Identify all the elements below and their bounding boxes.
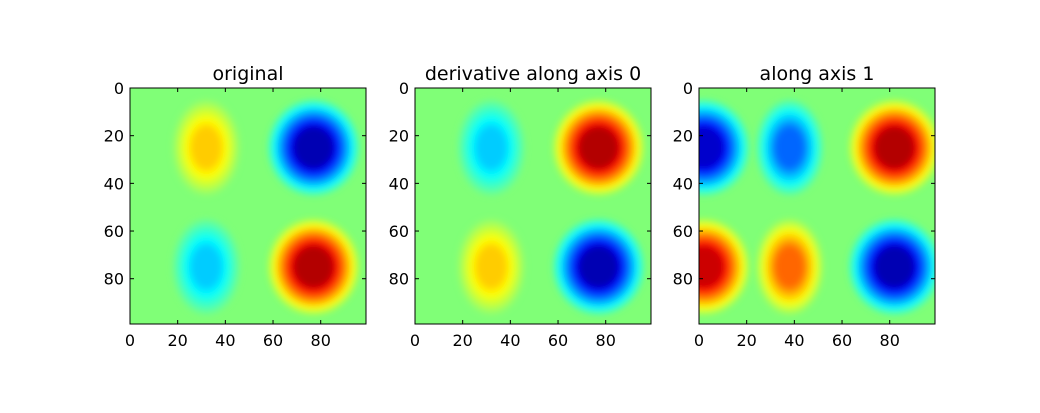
heatmap-peak — [172, 99, 240, 196]
heatmap-contour — [578, 126, 619, 169]
heatmap-peak — [849, 219, 935, 315]
y-tick-label: 80 — [673, 270, 693, 289]
x-tick-label: 80 — [311, 331, 331, 350]
heatmap-contour — [476, 245, 507, 288]
heatmap-peak — [553, 219, 644, 315]
heatmap-contour — [874, 245, 915, 288]
heatmap-peak — [553, 99, 644, 196]
axes-frame — [414, 87, 652, 325]
x-tick-label: 60 — [832, 331, 852, 350]
heatmap-peak — [756, 99, 823, 196]
axes-frame — [129, 87, 367, 325]
chart-title: along axis 1 — [760, 63, 875, 85]
heatmap-contour — [191, 126, 222, 169]
heatmap-peak — [268, 99, 359, 196]
y-tick-label: 80 — [104, 270, 124, 289]
tick-marks: 0 20 40 60 80 0 20 40 60 80 — [389, 79, 651, 350]
tick-marks: 0 20 40 60 80 0 20 40 60 80 — [104, 79, 366, 350]
tick-marks: 0 20 40 60 80 0 20 40 60 80 — [673, 79, 935, 350]
heatmap-contour — [293, 126, 334, 169]
y-tick-label: 60 — [104, 222, 124, 241]
heatmap-contour — [874, 126, 915, 169]
x-tick-label: 40 — [500, 331, 520, 350]
y-tick-label: 60 — [389, 222, 409, 241]
x-tick-label: 80 — [880, 331, 900, 350]
heatmap-contour — [191, 245, 222, 288]
x-tick-label: 80 — [596, 331, 616, 350]
y-tick-label: 40 — [673, 174, 693, 193]
heatmap-blobs — [172, 99, 359, 315]
x-tick-label: 60 — [548, 331, 568, 350]
heatmap-peak — [268, 219, 359, 315]
x-tick-label: 20 — [452, 331, 472, 350]
heatmap-peak — [699, 99, 750, 196]
y-tick-label: 0 — [683, 79, 693, 98]
y-tick-label: 0 — [114, 79, 124, 98]
heatmap-peak — [756, 219, 823, 315]
heatmap-contour — [774, 245, 805, 288]
chart-title: original — [212, 63, 283, 85]
heatmap-contour — [699, 245, 724, 288]
y-tick-label: 40 — [389, 174, 409, 193]
heatmap-peak — [849, 99, 935, 196]
axes-frame — [698, 87, 936, 325]
heatmap-contour — [699, 126, 724, 169]
heatmap-contour — [578, 245, 619, 288]
y-tick-label: 40 — [104, 174, 124, 193]
x-tick-label: 20 — [736, 331, 756, 350]
x-tick-label: 60 — [263, 331, 283, 350]
x-tick-label: 0 — [410, 331, 420, 350]
y-tick-label: 0 — [399, 79, 409, 98]
x-tick-label: 0 — [125, 331, 135, 350]
panel-original: 0 20 40 60 80 0 20 40 60 80 original — [104, 63, 367, 350]
y-tick-label: 20 — [389, 127, 409, 146]
y-tick-label: 80 — [389, 270, 409, 289]
x-tick-label: 40 — [215, 331, 235, 350]
heatmap-peak — [699, 219, 750, 315]
heatmap-peak — [172, 219, 240, 315]
heatmap-blobs — [457, 99, 644, 315]
y-tick-label: 60 — [673, 222, 693, 241]
heatmap-contour — [476, 126, 507, 169]
heatmap-peak — [457, 99, 525, 196]
heatmap-peak — [457, 219, 525, 315]
x-tick-label: 20 — [167, 331, 187, 350]
heatmap-contour — [774, 126, 805, 169]
y-tick-label: 20 — [673, 127, 693, 146]
panel-along-axis-1: 0 20 40 60 80 0 20 40 60 80 along axis 1 — [673, 63, 936, 350]
heatmap-blobs — [699, 99, 935, 315]
heatmap-contour — [293, 245, 334, 288]
x-tick-label: 0 — [694, 331, 704, 350]
y-tick-label: 20 — [104, 127, 124, 146]
panel-derivative-axis-0: 0 20 40 60 80 0 20 40 60 80 derivative along axis… — [389, 63, 652, 350]
chart-title: derivative along axis 0 — [425, 63, 641, 85]
x-tick-label: 40 — [784, 331, 804, 350]
